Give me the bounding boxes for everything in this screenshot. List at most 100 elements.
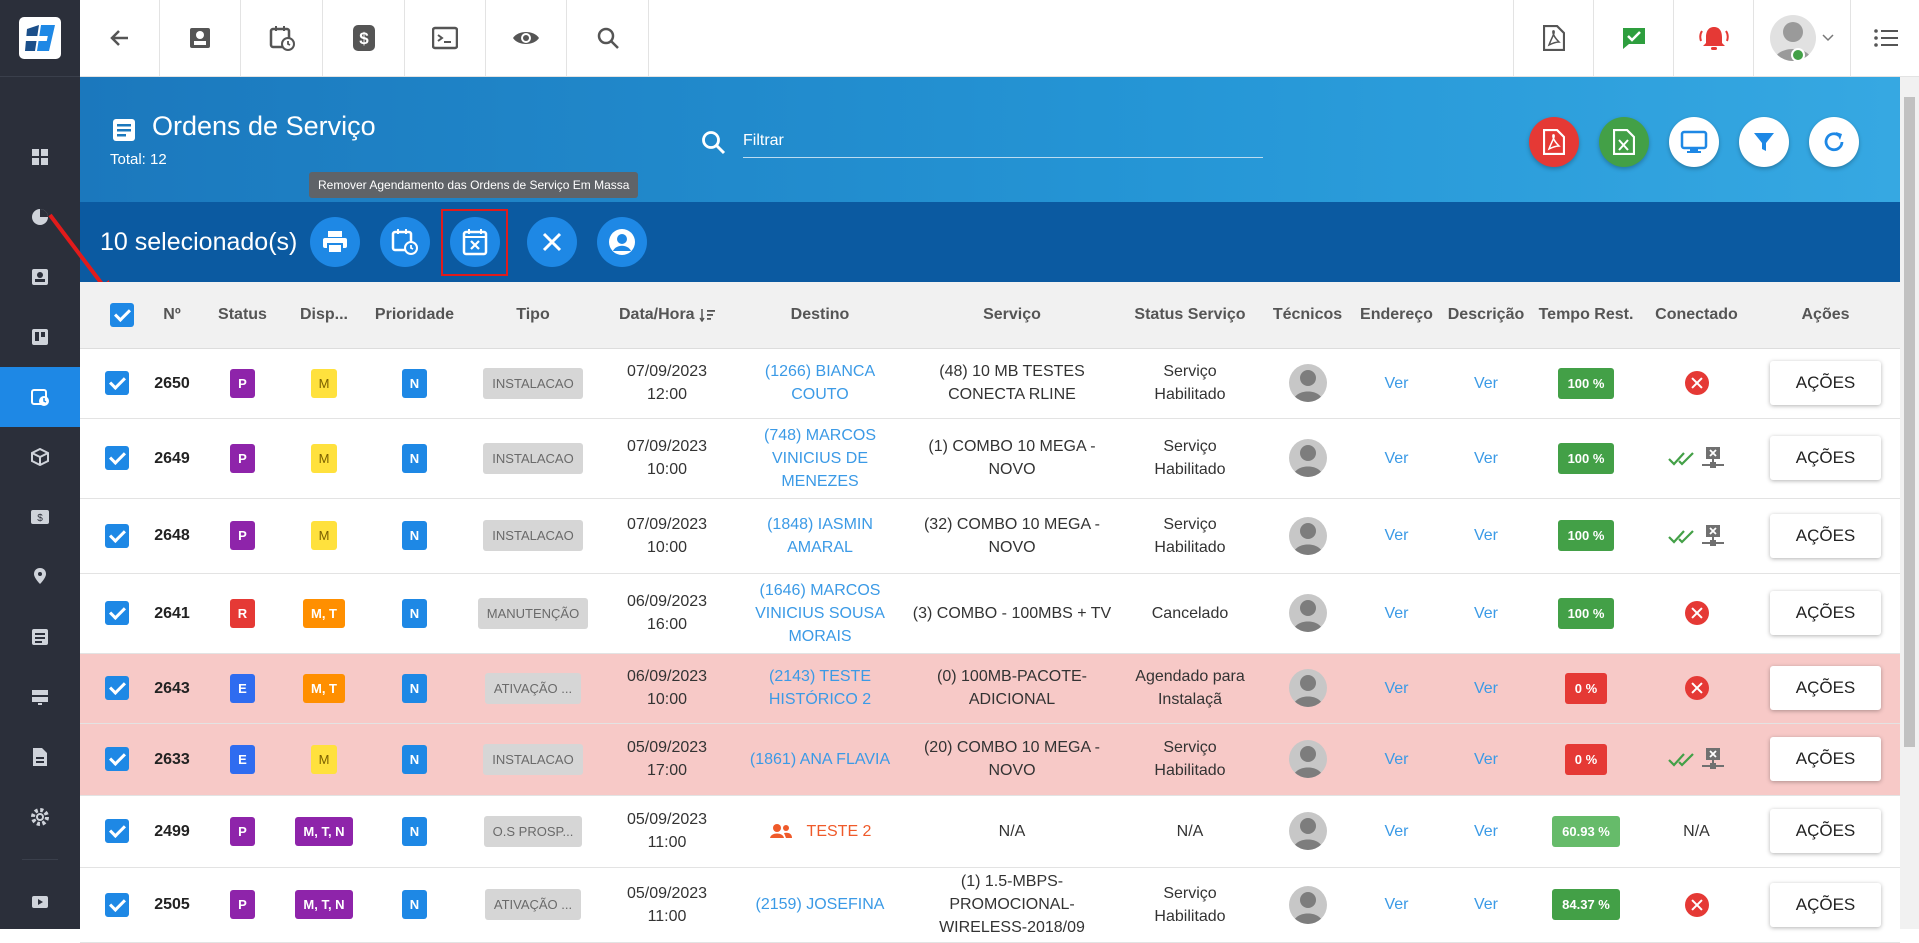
view-description-link[interactable]: Ver (1473, 449, 1498, 467)
column-header[interactable]: Técnicos (1264, 282, 1351, 349)
toolbar-terminal-button[interactable] (405, 0, 486, 76)
actions-button[interactable]: AÇÕES (1770, 513, 1881, 558)
table-row[interactable]: 2650 P M N INSTALACAO 07/09/2023 12:00 (1266) B… (80, 348, 1900, 419)
export-excel-button[interactable] (1599, 117, 1649, 167)
row-checkbox[interactable] (105, 446, 129, 470)
table-row[interactable]: 2505 P M, T, N N ATIVAÇÃO ... 05/09/2023 11:00… (80, 867, 1900, 943)
actions-button[interactable]: AÇÕES (1770, 882, 1881, 927)
view-description-link[interactable]: Ver (1473, 822, 1498, 840)
destination-link[interactable]: (1266) BIANCA COUTO (732, 348, 908, 419)
technician-avatar[interactable] (1288, 885, 1327, 924)
order-number[interactable]: 2650 (142, 348, 202, 419)
toolbar-finance-button[interactable]: $ (323, 0, 405, 76)
technician-avatar[interactable] (1288, 439, 1327, 477)
toolbar-approvals-button[interactable] (1593, 0, 1673, 76)
column-header[interactable]: Endereço (1351, 282, 1442, 349)
sidebar-item-contracts[interactable] (0, 727, 80, 787)
sidebar-item-products[interactable] (0, 427, 80, 487)
user-menu[interactable] (1753, 0, 1850, 76)
technician-avatar[interactable] (1288, 516, 1327, 555)
view-address-link[interactable]: Ver (1384, 750, 1409, 768)
sidebar-item-service-orders[interactable] (0, 367, 80, 427)
sidebar-item-finance[interactable]: $ (0, 487, 80, 547)
column-header[interactable]: Prioridade (365, 282, 464, 349)
column-header[interactable]: Tipo (464, 282, 602, 349)
sidebar-item-clients[interactable] (0, 247, 80, 307)
sidebar-item-servers[interactable] (0, 667, 80, 727)
order-number[interactable]: 2643 (142, 653, 202, 724)
scrollbar[interactable] (1900, 77, 1919, 929)
view-description-link[interactable]: Ver (1473, 679, 1498, 697)
table-row[interactable]: 2499 P M, T, N N O.S PROSP... 05/09/2023 11:00… (80, 795, 1900, 868)
toolbar-menu-button[interactable] (1850, 0, 1919, 76)
view-description-link[interactable]: Ver (1473, 896, 1498, 913)
column-header[interactable]: Descrição (1442, 282, 1530, 349)
row-checkbox[interactable] (105, 676, 129, 700)
table-row[interactable]: 2643 E M, T N ATIVAÇÃO ... 06/09/2023 10:00 (21… (80, 653, 1900, 724)
filter-input[interactable] (743, 124, 1263, 158)
table-row[interactable]: 2633 E M N INSTALACAO 05/09/2023 17:00 (1861) A… (80, 723, 1900, 796)
row-checkbox[interactable] (105, 523, 129, 548)
destination-link[interactable]: (2159) JOSEFINA (732, 867, 908, 943)
filter-button[interactable] (1739, 117, 1789, 167)
column-header[interactable]: Destino (732, 282, 908, 349)
destination-link[interactable]: (1646) MARCOS VINICIUS SOUSA MORAIS (732, 573, 908, 654)
actions-button[interactable]: AÇÕES (1770, 436, 1881, 480)
column-header[interactable]: Serviço (908, 282, 1116, 349)
export-pdf-button[interactable] (1529, 117, 1579, 167)
sidebar-item-dashboard[interactable] (0, 127, 80, 187)
view-description-link[interactable]: Ver (1473, 527, 1498, 544)
sidebar-item-reports[interactable] (0, 187, 80, 247)
technician-avatar[interactable] (1288, 594, 1327, 632)
toolbar-schedule-button[interactable] (241, 0, 323, 76)
column-header[interactable]: Ações (1751, 282, 1900, 349)
destination-link[interactable]: (1861) ANA FLAVIA (732, 723, 908, 796)
view-description-link[interactable]: Ver (1473, 750, 1498, 768)
sidebar-item-settings[interactable] (0, 787, 80, 847)
refresh-button[interactable] (1809, 117, 1859, 167)
cancel-selected-button[interactable] (527, 217, 577, 267)
app-logo[interactable] (19, 17, 61, 59)
column-header[interactable]: Disp... (283, 282, 365, 349)
column-header[interactable]: Status Serviço (1116, 282, 1264, 349)
actions-button[interactable]: AÇÕES (1770, 591, 1881, 635)
order-number[interactable]: 2649 (142, 418, 202, 499)
toolbar-view-button[interactable] (486, 0, 567, 76)
technician-avatar[interactable] (1288, 669, 1327, 707)
column-header[interactable]: Status (202, 282, 283, 349)
row-checkbox[interactable] (105, 747, 129, 771)
toolbar-clients-button[interactable] (160, 0, 241, 76)
view-description-link[interactable]: Ver (1473, 374, 1498, 392)
schedule-selected-button[interactable] (380, 217, 430, 267)
sidebar-item-map[interactable] (0, 547, 80, 607)
sidebar-item-documents[interactable] (0, 607, 80, 667)
view-address-link[interactable]: Ver (1384, 374, 1409, 392)
scrollbar-thumb[interactable] (1904, 97, 1915, 747)
view-address-link[interactable]: Ver (1384, 896, 1409, 913)
row-checkbox[interactable] (105, 371, 129, 395)
view-address-link[interactable]: Ver (1384, 679, 1409, 697)
assign-technician-button[interactable] (597, 217, 647, 267)
technician-avatar[interactable] (1288, 364, 1327, 402)
order-number[interactable]: 2648 (142, 498, 202, 574)
print-selected-button[interactable] (310, 217, 360, 267)
destination-link[interactable]: (748) MARCOS VINICIUS DE MENEZES (732, 418, 908, 499)
sidebar-item-video[interactable] (0, 872, 80, 932)
toolbar-pdf-button[interactable] (1513, 0, 1593, 76)
order-number[interactable]: 2499 (142, 795, 202, 868)
actions-button[interactable]: AÇÕES (1770, 737, 1881, 781)
table-row[interactable]: 2648 P M N INSTALACAO 07/09/2023 10:00 (1848) I… (80, 498, 1900, 574)
sort-column-header[interactable]: Data/Hora (602, 282, 732, 349)
view-address-link[interactable]: Ver (1384, 822, 1409, 840)
destination-link[interactable]: (1848) IASMIN AMARAL (732, 498, 908, 574)
technician-avatar[interactable] (1288, 812, 1327, 850)
actions-button[interactable]: AÇÕES (1770, 361, 1881, 405)
back-button[interactable] (80, 0, 160, 76)
column-header[interactable]: Tempo Rest. (1530, 282, 1642, 349)
table-row[interactable]: 2641 R M, T N MANUTENÇÃO 06/09/2023 16:00 (1646… (80, 573, 1900, 654)
row-checkbox[interactable] (105, 601, 129, 625)
row-checkbox[interactable] (105, 892, 129, 917)
view-address-link[interactable]: Ver (1384, 604, 1409, 622)
sidebar-item-board[interactable] (0, 307, 80, 367)
order-number[interactable]: 2505 (142, 867, 202, 943)
